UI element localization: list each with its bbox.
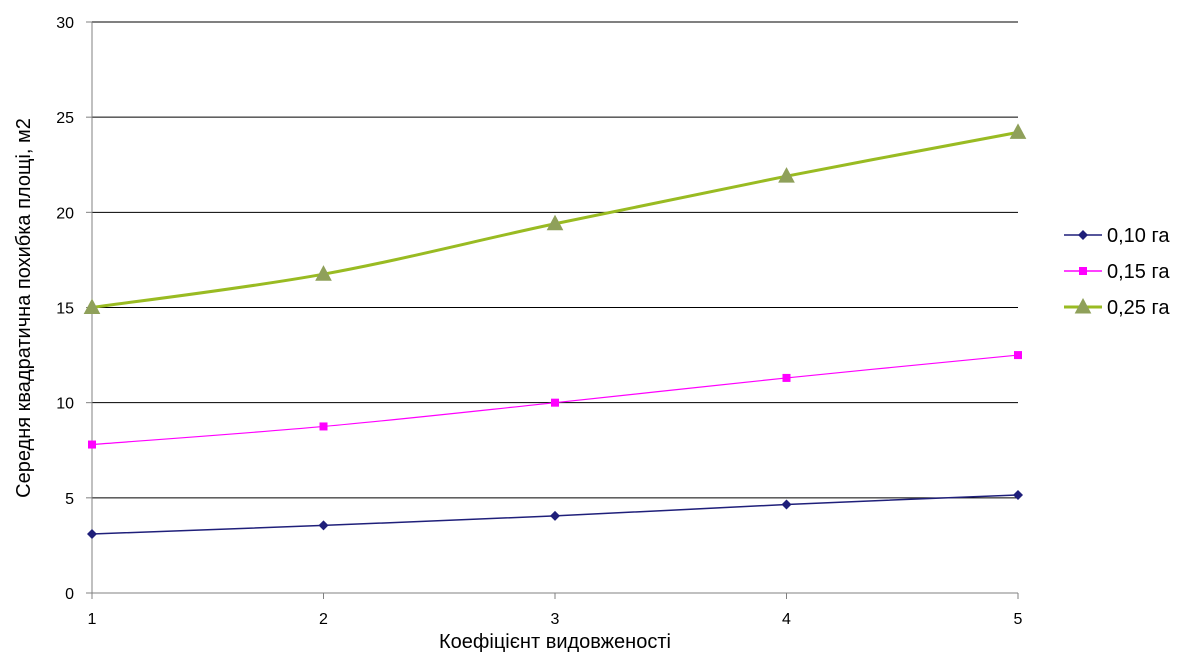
x-tick-label: 5 xyxy=(1014,611,1023,628)
legend-label: 0,15 га xyxy=(1107,261,1170,283)
y-tick-label: 15 xyxy=(56,301,74,318)
y-tick-labels: 0 5 10 15 20 25 30 xyxy=(56,15,74,603)
y-tick-label: 25 xyxy=(56,110,74,127)
y-tick-label: 30 xyxy=(56,15,74,32)
x-tick-labels: 1 2 3 4 5 xyxy=(88,611,1023,628)
data-point-marker xyxy=(781,499,792,510)
data-point-marker xyxy=(551,398,559,407)
x-tick-label: 3 xyxy=(551,611,560,628)
legend-item: 0,10 га xyxy=(1064,225,1170,247)
series-group xyxy=(83,123,1027,539)
legend-label: 0,10 га xyxy=(1107,225,1170,247)
data-point-marker xyxy=(778,167,795,183)
series-2 xyxy=(83,123,1027,314)
data-point-marker xyxy=(88,440,96,449)
legend-marker xyxy=(1074,297,1092,314)
x-tick-label: 1 xyxy=(88,611,97,628)
y-tick-label: 20 xyxy=(56,205,74,222)
grid-lines xyxy=(92,21,1018,499)
axes xyxy=(86,21,1019,599)
data-point-marker xyxy=(315,265,332,281)
y-tick-label: 0 xyxy=(65,586,74,603)
legend-marker xyxy=(1078,230,1088,240)
data-point-marker xyxy=(782,373,791,382)
x-tick-label: 2 xyxy=(319,611,328,628)
data-point-marker xyxy=(1014,351,1022,360)
data-point-marker xyxy=(1009,123,1027,139)
data-point-marker xyxy=(318,520,329,531)
x-axis-label: Коефіцієнт видовженості xyxy=(439,631,671,653)
y-tick-label: 5 xyxy=(65,491,74,508)
legend-item: 0,15 га xyxy=(1064,261,1170,283)
series-1 xyxy=(88,351,1022,449)
data-point-marker xyxy=(319,422,328,431)
data-point-marker xyxy=(87,528,97,539)
series-0 xyxy=(87,489,1023,539)
data-point-marker xyxy=(550,510,560,521)
legend: 0,10 га 0,15 га 0,25 га xyxy=(1064,225,1170,319)
y-axis-label: Середня квадратична похибка площі, м2 xyxy=(13,118,35,498)
data-point-marker xyxy=(83,298,101,314)
y-tick-label: 10 xyxy=(56,396,74,413)
data-point-marker xyxy=(546,214,564,231)
legend-marker xyxy=(1079,267,1087,275)
legend-label: 0,25 га xyxy=(1107,297,1170,319)
x-tick-label: 4 xyxy=(782,611,791,628)
data-point-marker xyxy=(1013,489,1023,500)
legend-item: 0,25 га xyxy=(1064,297,1170,319)
